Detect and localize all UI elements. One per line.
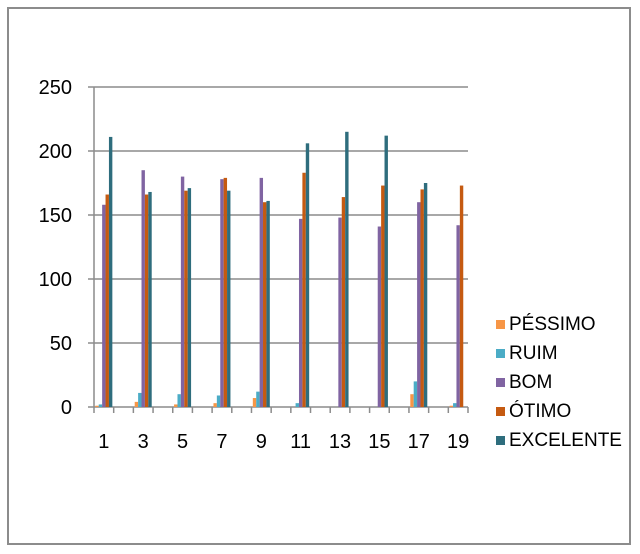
y-tick-label: 250 (39, 77, 72, 99)
legend-item: BOM (496, 368, 622, 397)
bar-ruim (453, 403, 457, 407)
legend-item: PÉSSIMO (496, 310, 622, 339)
bar-bom (298, 218, 303, 407)
legend: PÉSSIMO RUIM BOM ÓTIMO EXCELENTE (496, 310, 622, 455)
bar-ótimo (263, 202, 267, 407)
legend-item: RUIM (496, 339, 622, 368)
bar-ruim (138, 392, 142, 407)
bar-péssimo (174, 404, 178, 407)
bar-bom (220, 179, 224, 407)
bar-bom (141, 170, 145, 407)
x-tick-label: 13 (329, 431, 351, 453)
bar-ótimo (381, 185, 385, 407)
bar-ruim (295, 403, 299, 407)
bar-ótimo (302, 172, 306, 407)
bar-ótimo (420, 189, 424, 407)
bar-excelente (345, 131, 349, 408)
bar-ótimo (341, 197, 346, 407)
x-tick-label: 9 (256, 431, 267, 453)
legend-label: ÓTIMO (509, 400, 572, 422)
bar-péssimo (95, 405, 99, 407)
bar-bom (417, 202, 421, 407)
x-tick-label: 17 (408, 431, 430, 453)
bar-bom (259, 177, 264, 407)
bar-ruim (216, 395, 221, 407)
x-tick-label: 11 (290, 431, 311, 453)
axis-layer (88, 86, 469, 413)
legend-swatch (496, 436, 505, 445)
x-tick-label: 19 (447, 431, 469, 453)
bar-bom (338, 217, 342, 407)
bar-péssimo (449, 405, 454, 407)
bar-ótimo (223, 177, 228, 407)
bar-péssimo (410, 394, 414, 407)
bar-excelente (384, 135, 388, 407)
legend-swatch (496, 349, 505, 358)
bar-excelente (266, 200, 270, 407)
legend-label: BOM (509, 371, 553, 393)
bar-layer (95, 131, 464, 408)
bar-péssimo (213, 403, 217, 407)
bar-excelente (423, 183, 428, 407)
bar-péssimo (134, 401, 139, 407)
x-tick-label: 1 (98, 431, 109, 453)
bar-excelente (108, 136, 113, 408)
x-tick-label: 15 (368, 431, 390, 453)
y-tick-label: 0 (61, 397, 72, 419)
x-tick-label: 3 (138, 431, 149, 453)
y-tick-label: 50 (50, 333, 72, 355)
bar-péssimo (252, 398, 257, 407)
bar-excelente (305, 143, 310, 407)
bar-ótimo (459, 185, 464, 407)
bar-bom (456, 225, 460, 407)
legend-swatch (496, 378, 505, 387)
y-tick-label: 100 (39, 269, 72, 291)
x-tick-label: 7 (216, 431, 227, 453)
legend-swatch (496, 407, 505, 416)
bar-bom (180, 176, 185, 407)
x-tick-label: 5 (177, 431, 188, 453)
y-tick-label: 200 (39, 141, 72, 163)
bar-ruim (256, 391, 260, 407)
bar-excelente (148, 191, 152, 407)
legend-label: PÉSSIMO (509, 313, 596, 335)
bar-excelente (227, 190, 231, 407)
bar-ótimo (105, 194, 109, 407)
legend-label: EXCELENTE (509, 429, 622, 451)
bar-ruim (177, 394, 181, 407)
bar-ruim (413, 381, 418, 407)
bar-ruim (98, 404, 103, 407)
bar-bom (102, 204, 106, 407)
legend-swatch (496, 320, 505, 329)
legend-item: EXCELENTE (496, 426, 622, 455)
y-tick-label: 150 (39, 205, 72, 227)
grid-layer (94, 86, 468, 344)
legend-label: RUIM (509, 342, 558, 364)
bar-ótimo (144, 194, 149, 407)
bar-ótimo (184, 190, 188, 407)
legend-item: ÓTIMO (496, 397, 622, 426)
bar-excelente (187, 188, 192, 407)
bar-bom (377, 226, 382, 407)
